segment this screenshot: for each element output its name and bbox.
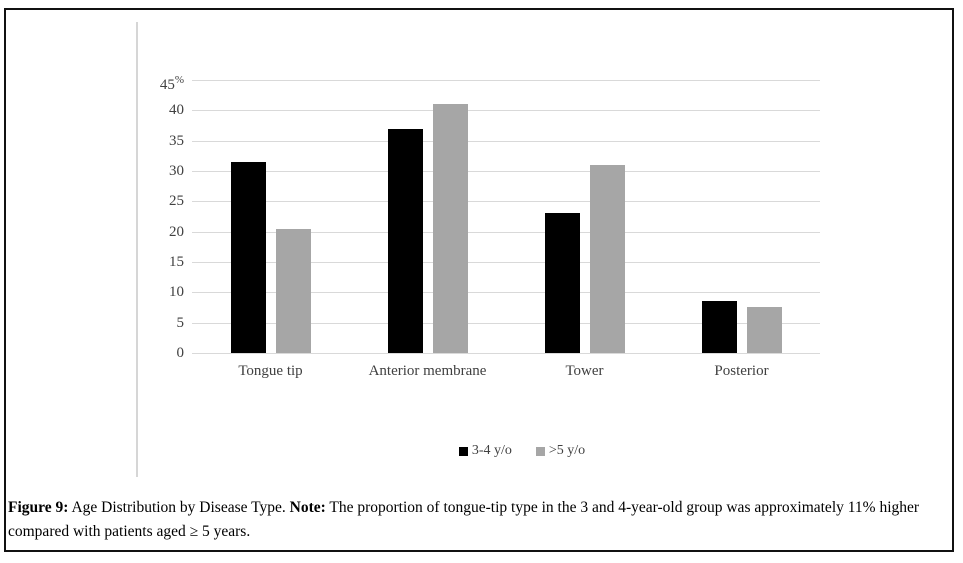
- bar-posterior-series1: [701, 301, 737, 353]
- y-tick-label-30: 30: [169, 163, 184, 179]
- gridline-35: [192, 140, 820, 142]
- legend-swatch-icon: [458, 446, 468, 456]
- bar-posterior-series2: [746, 306, 782, 353]
- gridline-5: [192, 322, 820, 324]
- gridline-15: [192, 262, 820, 263]
- y-tick-label-15: 15: [169, 254, 184, 270]
- y-tick-label-10: 10: [169, 284, 184, 301]
- legend-swatch-icon: [535, 446, 545, 456]
- x-category-label-anterior-membrane: Anterior membrane: [368, 363, 487, 379]
- x-axis-category-labels: Tongue tip Anterior membrane Tower Posterio…: [192, 363, 820, 385]
- percent-sign: %: [174, 74, 184, 86]
- bar-anterior-membrane-series1: [387, 128, 423, 353]
- bar-anterior-membrane-series2: [432, 104, 468, 353]
- note-text: The proportion of tongue-tip type in the…: [8, 499, 920, 540]
- legend-label: 3-4 y/o: [471, 443, 512, 458]
- legend-item-2: >5 y/o: [535, 443, 586, 459]
- bar-tongue-tip-series2: [275, 229, 311, 353]
- x-category-label-tower: Tower: [565, 363, 604, 379]
- gridline-10: [192, 292, 820, 294]
- y-tick-label-45: 45%: [159, 74, 184, 93]
- gridline-0: [192, 353, 820, 354]
- gridline-30: [192, 171, 820, 172]
- y-tick-label-35: 35: [169, 132, 184, 149]
- y-tick-label-5: 5: [176, 314, 185, 331]
- figure-caption: Figure 9: Age Distribution by Disease Ty…: [8, 496, 954, 544]
- gridline-45: [192, 80, 820, 81]
- chart-legend: 3-4 y/o >5 y/o: [192, 443, 852, 459]
- y-tick-label-25: 25: [169, 193, 184, 210]
- legend-label: >5 y/o: [548, 443, 586, 458]
- figure-label: Figure 9:: [8, 499, 69, 516]
- x-category-label-tongue-tip: Tongue tip: [238, 363, 303, 379]
- note-label: Note:: [289, 499, 326, 516]
- y-tick-label-40: 40: [169, 102, 184, 119]
- chart-object-left-border: [136, 22, 138, 477]
- bar-tower-series1: [544, 213, 580, 353]
- legend-item-1: 3-4 y/o: [458, 443, 512, 459]
- gridline-25: [192, 201, 820, 203]
- y-tick-label-20: 20: [169, 223, 184, 240]
- bar-tower-series2: [589, 164, 625, 353]
- gridline-20: [192, 231, 820, 233]
- x-category-label-posterior: Posterior: [714, 363, 769, 379]
- gridline-40: [192, 110, 820, 112]
- bar-tongue-tip-series1: [230, 161, 266, 353]
- plot-area: [192, 80, 820, 354]
- figure-title-text: Age Distribution by Disease Type.: [68, 499, 290, 516]
- y-tick-label-0: 0: [176, 345, 185, 361]
